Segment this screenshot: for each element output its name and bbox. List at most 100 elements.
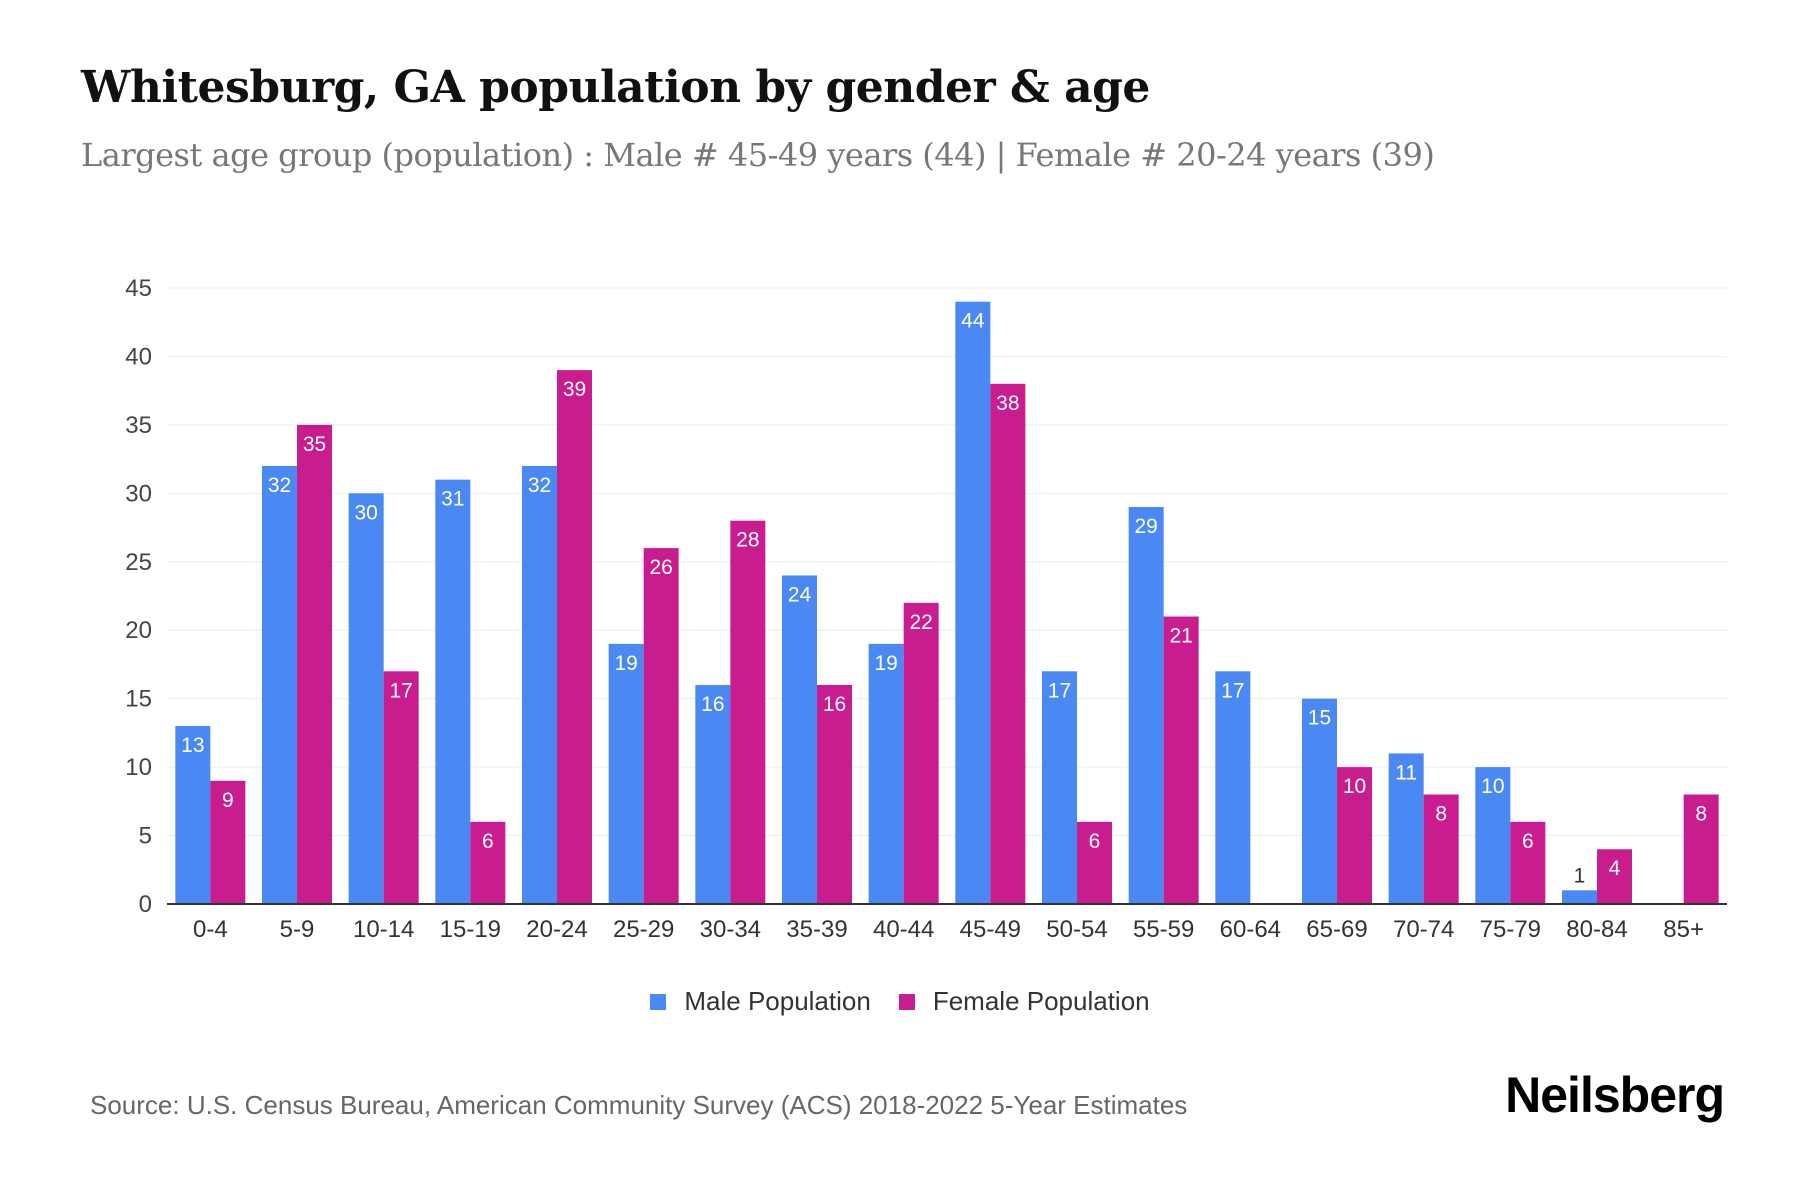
- x-tick-label: 0-4: [193, 916, 228, 943]
- bar-male: [1388, 753, 1424, 904]
- chart-title: Whitesburg, GA population by gender & ag…: [81, 62, 1150, 113]
- data-label: 32: [528, 474, 551, 497]
- chart-subtitle: Largest age group (population) : Male # …: [81, 136, 1435, 174]
- data-label: 24: [788, 583, 812, 606]
- data-label: 6: [482, 830, 494, 853]
- data-label: 17: [1221, 679, 1244, 702]
- bar-female: [557, 370, 592, 905]
- y-tick-label: 35: [125, 412, 152, 439]
- data-label: 10: [1343, 775, 1366, 798]
- data-label: 1: [1574, 864, 1586, 887]
- bar-male: [348, 493, 384, 904]
- bar-female: [817, 684, 852, 904]
- data-label: 6: [1522, 830, 1534, 853]
- y-tick-label: 25: [125, 549, 152, 576]
- y-tick-label: 10: [125, 754, 152, 781]
- x-tick-label: 55-59: [1133, 916, 1194, 943]
- bar-female: [1163, 616, 1199, 904]
- data-label: 19: [614, 652, 637, 675]
- data-label: 8: [1695, 802, 1707, 825]
- bar-female: [1597, 849, 1632, 904]
- data-label: 4: [1609, 857, 1621, 880]
- data-label: 17: [1048, 679, 1071, 702]
- bar-female: [1077, 821, 1112, 904]
- bar-male: [1302, 698, 1337, 904]
- bar-female: [1423, 794, 1459, 904]
- x-tick-label: 45-49: [960, 916, 1021, 943]
- data-label: 38: [996, 392, 1019, 415]
- data-label: 31: [441, 488, 464, 511]
- y-tick-label: 30: [125, 480, 152, 507]
- data-label: 6: [1089, 830, 1101, 853]
- x-tick-label: 60-64: [1220, 916, 1281, 943]
- data-label: 30: [354, 501, 377, 524]
- bar-female: [1510, 821, 1546, 904]
- data-label: 28: [736, 529, 759, 552]
- x-tick-label: 50-54: [1046, 916, 1107, 943]
- data-label: 32: [268, 474, 291, 497]
- bar-male: [868, 643, 904, 904]
- legend-label-male: Male Population: [684, 986, 871, 1016]
- data-label: 9: [222, 789, 234, 812]
- data-label: 17: [389, 679, 412, 702]
- bar-male: [175, 726, 211, 904]
- bar-male: [1562, 890, 1597, 904]
- x-tick-label: 15-19: [440, 916, 501, 943]
- bar-male: [1128, 507, 1164, 904]
- y-tick-label: 15: [125, 686, 152, 713]
- neilsberg-logo: Neilsberg: [1505, 1067, 1725, 1123]
- bar-female: [1337, 767, 1372, 904]
- bar-female: [210, 780, 246, 904]
- data-label: 16: [823, 693, 846, 716]
- bar-female: [470, 821, 506, 904]
- data-label: 21: [1169, 625, 1192, 648]
- y-tick-label: 0: [139, 891, 152, 918]
- bar-male: [955, 301, 991, 904]
- bar-male: [782, 575, 817, 904]
- source-note: Source: U.S. Census Bureau, American Com…: [90, 1090, 1188, 1120]
- x-tick-label: 85+: [1663, 916, 1704, 943]
- bar-female: [990, 383, 1026, 904]
- y-tick-label: 45: [125, 275, 152, 302]
- legend-item-female[interactable]: Female Population: [898, 986, 1150, 1017]
- data-label: 44: [961, 310, 985, 333]
- data-label: 29: [1134, 515, 1157, 538]
- data-label: 11: [1395, 761, 1417, 784]
- bar-male: [608, 643, 644, 904]
- bar-male: [1475, 767, 1511, 904]
- data-label: 35: [303, 433, 326, 456]
- legend-swatch-male: [650, 993, 667, 1010]
- bar-male: [1215, 671, 1251, 904]
- x-tick-label: 30-34: [700, 916, 761, 943]
- data-label: 22: [909, 611, 932, 634]
- legend: Male Population Female Population: [0, 986, 1800, 1017]
- legend-label-female: Female Population: [932, 986, 1150, 1016]
- bar-female: [297, 424, 332, 904]
- x-tick-label: 70-74: [1393, 916, 1454, 943]
- bar-male: [262, 465, 297, 904]
- x-tick-label: 35-39: [786, 916, 847, 943]
- bar-female: [643, 548, 679, 904]
- x-tick-label: 75-79: [1480, 916, 1541, 943]
- bar-female: [903, 602, 939, 904]
- bar-male: [695, 684, 731, 904]
- data-label: 15: [1308, 707, 1331, 730]
- y-tick-label: 5: [139, 823, 152, 850]
- x-tick-label: 10-14: [353, 916, 414, 943]
- data-label: 19: [874, 652, 897, 675]
- bar-male: [435, 479, 471, 904]
- x-tick-label: 25-29: [613, 916, 674, 943]
- x-tick-label: 65-69: [1306, 916, 1367, 943]
- legend-swatch-female: [898, 993, 915, 1010]
- x-tick-label: 5-9: [280, 916, 315, 943]
- data-label: 13: [181, 734, 204, 757]
- bar-male: [1042, 671, 1077, 904]
- x-tick-label: 40-44: [873, 916, 934, 943]
- y-tick-label: 20: [125, 617, 152, 644]
- data-label: 16: [701, 693, 724, 716]
- legend-item-male[interactable]: Male Population: [650, 986, 871, 1017]
- data-label: 8: [1435, 802, 1447, 825]
- x-tick-label: 80-84: [1566, 916, 1627, 943]
- data-label: 10: [1481, 775, 1504, 798]
